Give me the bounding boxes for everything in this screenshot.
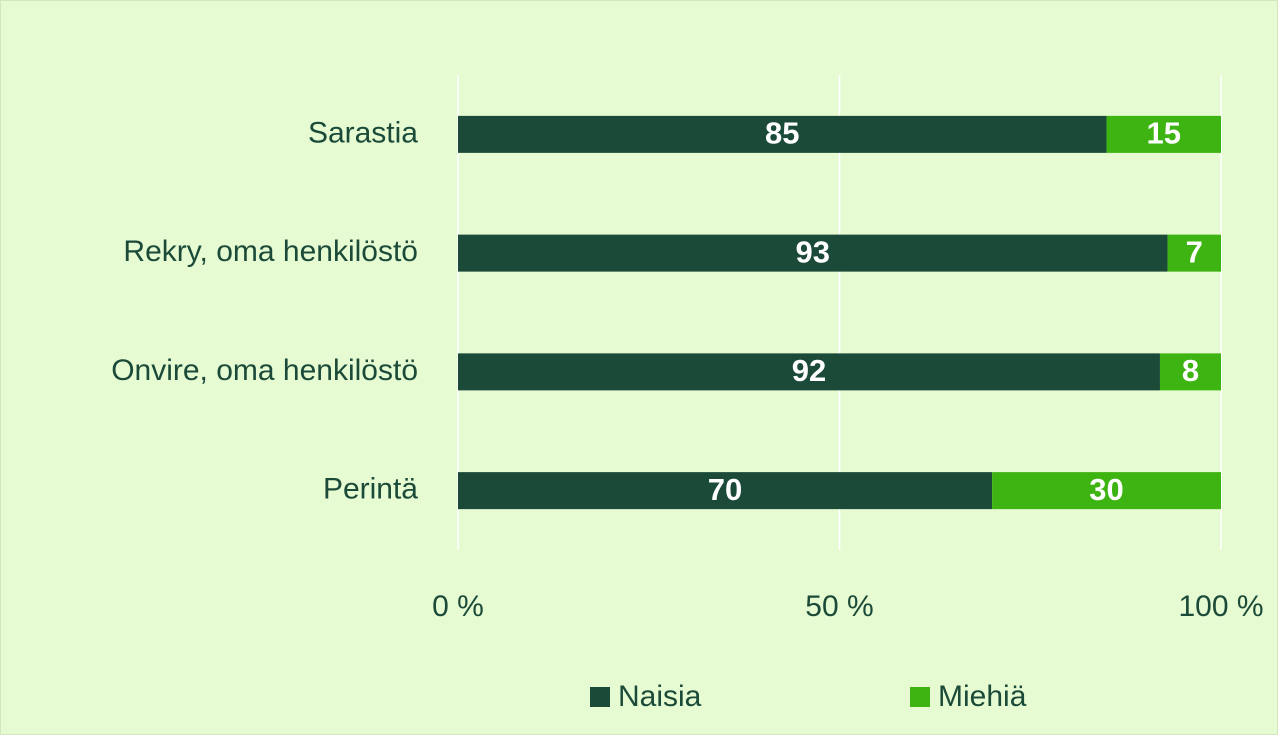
bar-segment [458, 115, 1107, 153]
data-label: 85 [765, 116, 799, 151]
data-label: 70 [708, 472, 742, 507]
bar-segment [458, 234, 1168, 272]
y-tick-label: Onvire, oma henkilöstö [111, 354, 418, 387]
x-tick-label: 100 % [1178, 590, 1263, 623]
y-tick-label: Sarastia [308, 116, 418, 149]
legend-label: Miehiä [938, 680, 1027, 713]
data-label: 7 [1186, 234, 1203, 269]
data-label: 15 [1147, 116, 1181, 151]
data-label: 93 [796, 234, 830, 269]
x-tick-label: 0 % [432, 590, 484, 623]
bar-segment [458, 472, 993, 510]
data-label: 30 [1089, 472, 1123, 507]
x-tick-label: 50 % [805, 590, 873, 623]
y-tick-label: Rekry, oma henkilöstö [123, 235, 418, 268]
bar-segment [1167, 234, 1221, 272]
bar-segment [1106, 115, 1221, 153]
data-label: 92 [792, 353, 826, 388]
legend-swatch [910, 687, 930, 707]
y-tick-label: Perintä [323, 473, 418, 506]
legend-label: Naisia [618, 680, 702, 713]
legend-swatch [590, 687, 610, 707]
data-label: 8 [1182, 353, 1199, 388]
bar-segment [992, 472, 1221, 510]
bar-segment [1159, 353, 1221, 391]
bar-segment [458, 353, 1160, 391]
